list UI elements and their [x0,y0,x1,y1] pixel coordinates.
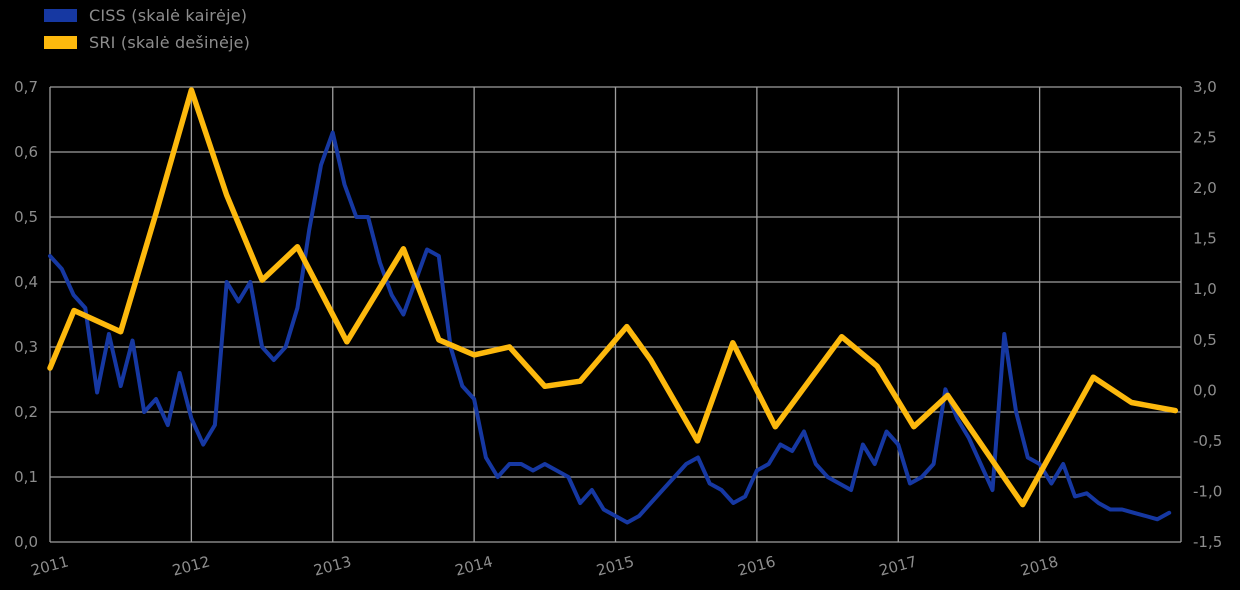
svg-text:1,0: 1,0 [1193,280,1217,298]
ciss-swatch [44,8,77,22]
sri-swatch [44,35,77,49]
svg-text:-0,5: -0,5 [1193,432,1222,450]
svg-text:0,2: 0,2 [14,403,38,421]
svg-text:2,0: 2,0 [1193,179,1217,197]
svg-text:0,6: 0,6 [14,143,38,161]
svg-text:0,0: 0,0 [1193,381,1217,399]
legend-item-sri: SRI (skalė dešinėje) [44,32,251,52]
svg-text:0,5: 0,5 [14,208,38,226]
svg-text:0,5: 0,5 [1193,331,1217,349]
svg-text:0,1: 0,1 [14,468,38,486]
svg-text:2014: 2014 [453,552,495,579]
svg-text:0,7: 0,7 [14,78,38,96]
ciss-legend-label: CISS (skalė kairėje) [89,5,248,25]
svg-text:2012: 2012 [170,552,212,579]
data-series [47,87,1179,525]
sri-legend-label: SRI (skalė dešinėje) [89,32,251,52]
svg-text:1,5: 1,5 [1193,230,1217,248]
svg-text:-1,0: -1,0 [1193,482,1222,500]
svg-text:2016: 2016 [736,552,778,579]
legend-item-ciss: CISS (skalė kairėje) [44,5,250,25]
x-axis-year-labels: 2011 2012 2013 2014 2015 2016 2017 2018 [29,552,1060,579]
svg-text:-1,5: -1,5 [1193,533,1222,551]
svg-text:2015: 2015 [594,552,636,579]
svg-text:0,0: 0,0 [14,533,38,551]
svg-text:0,3: 0,3 [14,338,38,356]
svg-text:0,4: 0,4 [14,273,38,291]
legend: CISS (skalė kairėje) SRI (skalė dešinėje… [44,5,251,52]
gridlines [49,86,1182,543]
svg-text:2013: 2013 [312,552,354,579]
svg-text:2018: 2018 [1019,552,1061,579]
svg-text:2,5: 2,5 [1193,129,1217,147]
svg-text:3,0: 3,0 [1193,78,1217,96]
svg-text:2011: 2011 [29,552,71,579]
right-axis-ticks: 3,0 2,5 2,0 1,5 1,0 0,5 0,0 -0,5 -1,0 -1,5 [1193,78,1222,551]
left-axis-ticks: 0,7 0,6 0,5 0,4 0,3 0,2 0,1 0,0 [14,78,38,551]
svg-text:2017: 2017 [877,552,919,579]
